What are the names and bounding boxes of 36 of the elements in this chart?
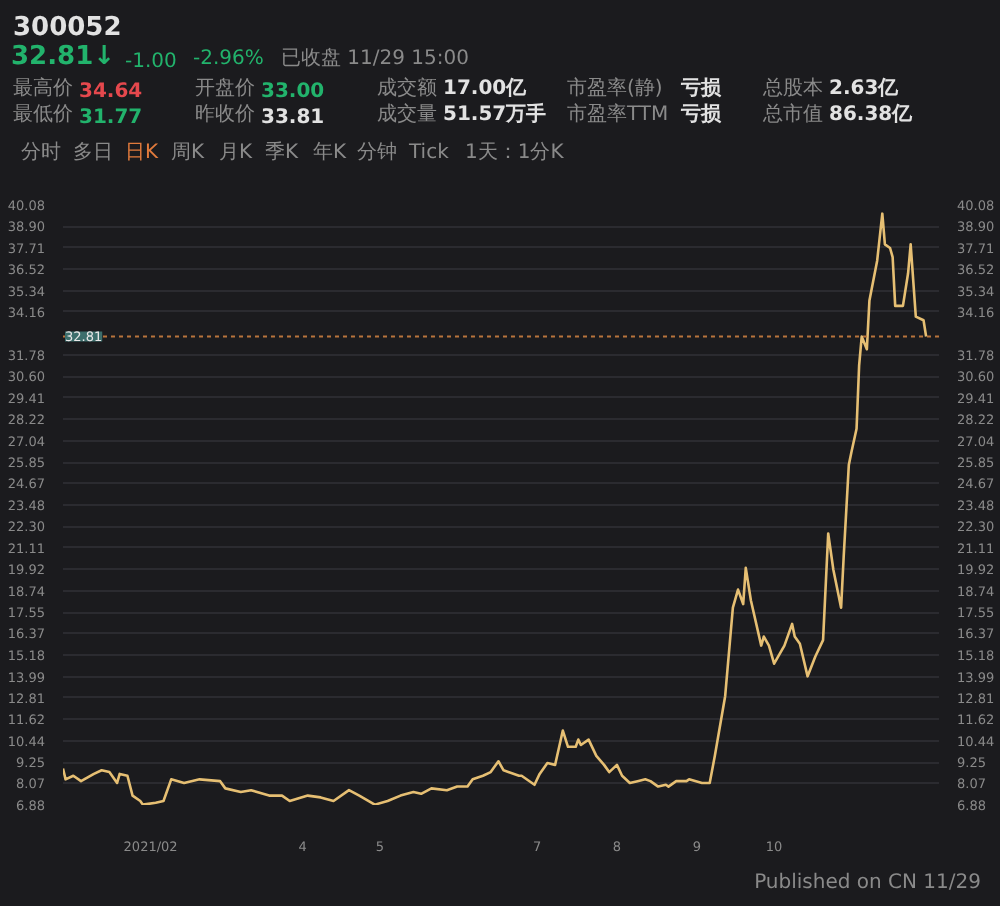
text: 季K (265, 140, 299, 164)
text: 成交额 (377, 76, 437, 100)
text: 已收盘 11/29 15:00 (281, 46, 469, 70)
text: 总股本 (761, 76, 823, 100)
text: 日K (125, 142, 159, 164)
text: Tick (407, 142, 450, 164)
chart-title: 300052 (13, 13, 122, 43)
text: 32.81↓ (11, 42, 116, 72)
text: 成交量 (377, 102, 437, 126)
text: 33.00 (261, 81, 325, 103)
text: 总市值 (761, 102, 823, 126)
text: -1.00 (125, 51, 177, 73)
text: 开盘价 (195, 76, 255, 100)
text: 34.64 (79, 81, 143, 103)
text: 最低价 (13, 102, 73, 126)
text: 分时 (21, 140, 61, 164)
text: 最高价 (13, 76, 73, 100)
text: 分钟 (357, 140, 397, 164)
text: 51.57万手 (443, 102, 547, 126)
text: 多日 (73, 140, 113, 164)
text: 86.38亿 (829, 102, 915, 126)
text: 年K (313, 140, 347, 164)
text: 亏损 (679, 102, 723, 126)
text: 1天：1分K (465, 140, 565, 164)
text: 亏损 (679, 76, 723, 100)
text: 市盈率(静) (567, 76, 663, 100)
text: 月K (219, 142, 253, 164)
text: 周K (171, 142, 205, 164)
text: 2.63亿 (829, 76, 901, 100)
text: Published on CN 11/29 (754, 872, 982, 894)
text: 市盈率TTM (567, 102, 669, 126)
text: -2.96% (193, 48, 264, 70)
text: 17.00亿 (443, 76, 529, 100)
text: 31.77 (79, 107, 143, 129)
text: 33.81 (261, 107, 325, 129)
text: 昨收价 (195, 102, 255, 126)
